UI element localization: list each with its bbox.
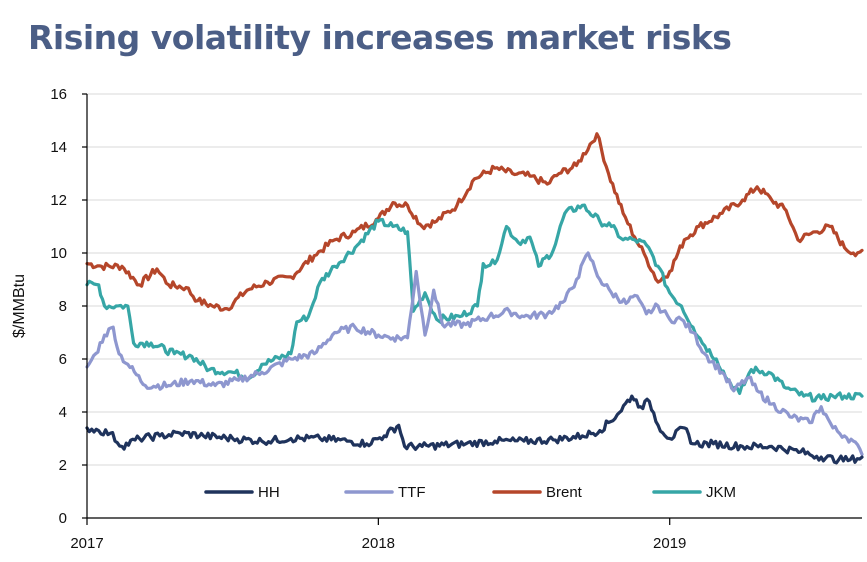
axes — [82, 93, 862, 525]
y-tick-label: 4 — [59, 404, 67, 421]
x-tick-label: 2019 — [653, 535, 686, 552]
legend-label-hh: HH — [258, 484, 280, 501]
y-axis-label: $/MMBtu — [11, 274, 28, 338]
y-tick-label: 16 — [50, 86, 67, 103]
y-tick-label: 8 — [59, 298, 67, 315]
legend-label-jkm: JKM — [706, 484, 736, 501]
series-line-hh — [85, 394, 864, 465]
x-tick-labels: 2017 2018 2019 — [70, 535, 686, 552]
legend: HH TTF Brent JKM — [204, 484, 736, 501]
y-tick-labels: 0 2 4 6 8 10 12 14 16 — [50, 86, 67, 527]
series-lines — [85, 132, 864, 465]
y-tick-label: 10 — [50, 245, 67, 262]
y-tick-label: 2 — [59, 457, 67, 474]
y-tick-label: 6 — [59, 351, 67, 368]
x-tick-label: 2017 — [70, 535, 103, 552]
y-tick-label: 12 — [50, 192, 67, 209]
series-line-brent — [85, 132, 864, 312]
chart-title: Rising volatility increases market risks — [28, 18, 732, 57]
y-tick-label: 0 — [59, 510, 67, 527]
series-line-ttf — [85, 251, 864, 456]
legend-label-ttf: TTF — [398, 484, 426, 501]
y-tick-label: 14 — [50, 139, 67, 156]
x-tick-label: 2018 — [362, 535, 395, 552]
gridlines — [87, 93, 862, 466]
legend-label-brent: Brent — [546, 484, 583, 501]
